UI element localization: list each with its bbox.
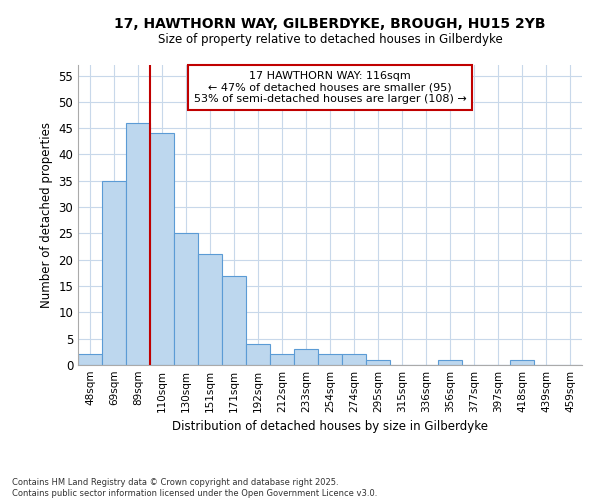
Bar (78, 354, 102, 365)
Bar (126, 123, 150, 365)
Text: Contains HM Land Registry data © Crown copyright and database right 2025.
Contai: Contains HM Land Registry data © Crown c… (12, 478, 377, 498)
Text: 17 HAWTHORN WAY: 116sqm
← 47% of detached houses are smaller (95)
53% of semi-de: 17 HAWTHORN WAY: 116sqm ← 47% of detache… (194, 71, 466, 104)
Text: Size of property relative to detached houses in Gilberdyke: Size of property relative to detached ho… (158, 32, 502, 46)
Bar (222, 276, 246, 365)
Y-axis label: Number of detached properties: Number of detached properties (40, 122, 53, 308)
Bar (438, 360, 462, 365)
Text: 17, HAWTHORN WAY, GILBERDYKE, BROUGH, HU15 2YB: 17, HAWTHORN WAY, GILBERDYKE, BROUGH, HU… (114, 18, 546, 32)
Bar (102, 181, 126, 365)
Bar (270, 354, 294, 365)
X-axis label: Distribution of detached houses by size in Gilberdyke: Distribution of detached houses by size … (172, 420, 488, 434)
Bar (246, 344, 270, 365)
Bar (366, 360, 390, 365)
Bar (150, 134, 174, 365)
Bar (342, 354, 366, 365)
Bar (294, 349, 318, 365)
Bar (198, 254, 222, 365)
Bar (318, 354, 342, 365)
Bar (510, 360, 534, 365)
Bar (174, 234, 198, 365)
